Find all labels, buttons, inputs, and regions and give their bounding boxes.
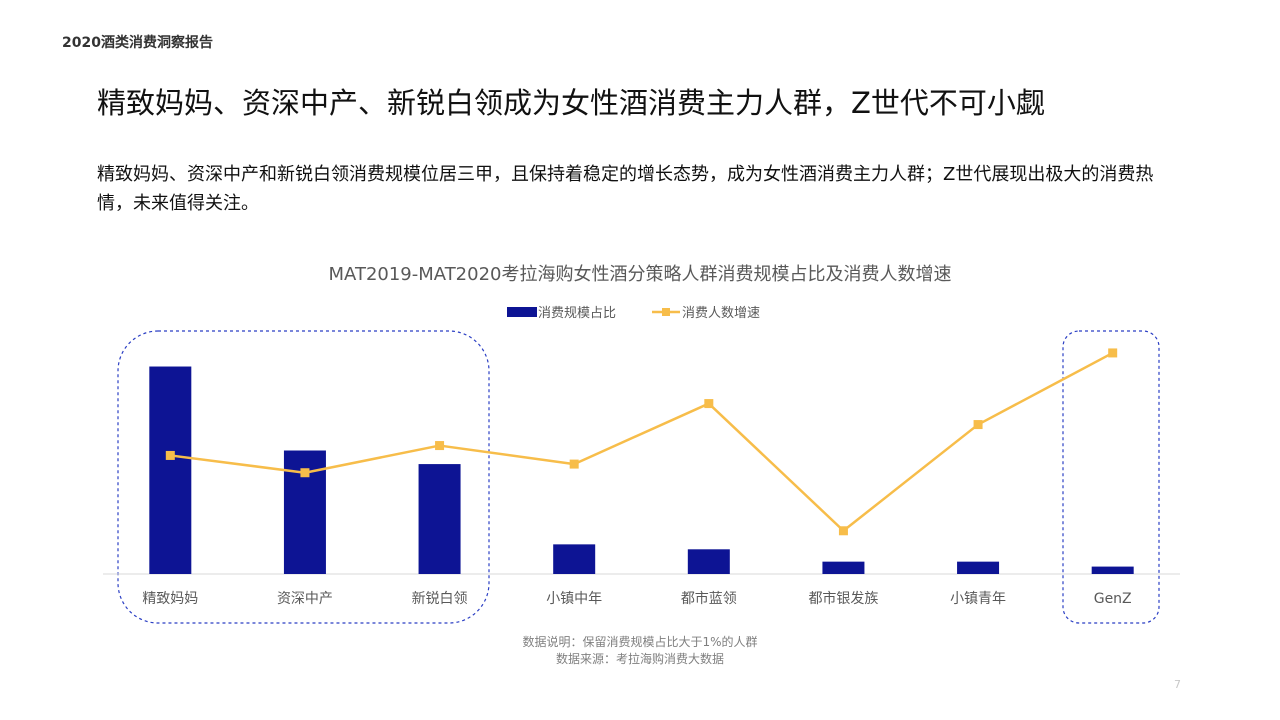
bar-6 [822,561,865,574]
bar-8 [1091,566,1134,574]
x-tick-label: 小镇青年 [950,591,1006,607]
line-point-8 [1108,348,1118,358]
x-tick-label: 都市银发族 [808,590,878,607]
data-note: 数据说明：保留消费规模占比大于1%的人群 [522,634,757,649]
legend-label-line: 消费人数增速 [682,306,760,321]
bar-3 [418,464,461,574]
x-tick-labels: 精致妈妈 资深中产 新锐白领 小镇中年 都市蓝领 都市银发族 小镇青年 GenZ [142,590,1131,607]
x-tick-label: 新锐白领 [412,591,468,607]
bar-4 [553,544,596,574]
report-label: 2020酒类消费洞察报告 [62,35,213,51]
x-tick-label: 小镇中年 [546,591,602,607]
line-point-6 [838,526,848,536]
line-point-2 [300,468,310,478]
line-series [165,348,1118,536]
page-number: 7 [1174,678,1181,691]
legend-swatch-marker [662,308,670,316]
legend: 消费规模占比 消费人数增速 [507,306,760,321]
x-tick-label: 都市蓝领 [681,590,737,607]
bar-5 [687,549,730,574]
line-point-4 [569,459,579,469]
highlight-box-main-groups [117,330,490,624]
x-tick-label: 精致妈妈 [142,591,198,607]
bar-1 [149,366,192,574]
data-source: 数据来源：考拉海购消费大数据 [556,651,724,666]
x-tick-label: 资深中产 [277,591,333,607]
growth-line [170,351,1114,533]
line-point-1 [165,450,175,460]
chart-title: MAT2019-MAT2020考拉海购女性酒分策略人群消费规模占比及消费人数增速 [329,264,952,285]
bar-7 [957,561,1000,574]
highlight-box-genz [1062,330,1160,624]
legend-swatch-bar [507,307,537,317]
page-title: 精致妈妈、资深中产、新锐白领成为女性酒消费主力人群，Z世代不可小觑 [97,86,1045,120]
line-point-7 [973,420,983,430]
legend-label-bar: 消费规模占比 [538,306,616,321]
line-point-5 [704,399,714,409]
summary-text: 精致妈妈、资深中产和新锐白领消费规模位居三甲，且保持着稳定的增长态势，成为女性酒… [97,164,1154,214]
x-tick-label: GenZ [1094,591,1132,607]
line-point-3 [435,441,445,451]
bar-series [149,366,1134,574]
